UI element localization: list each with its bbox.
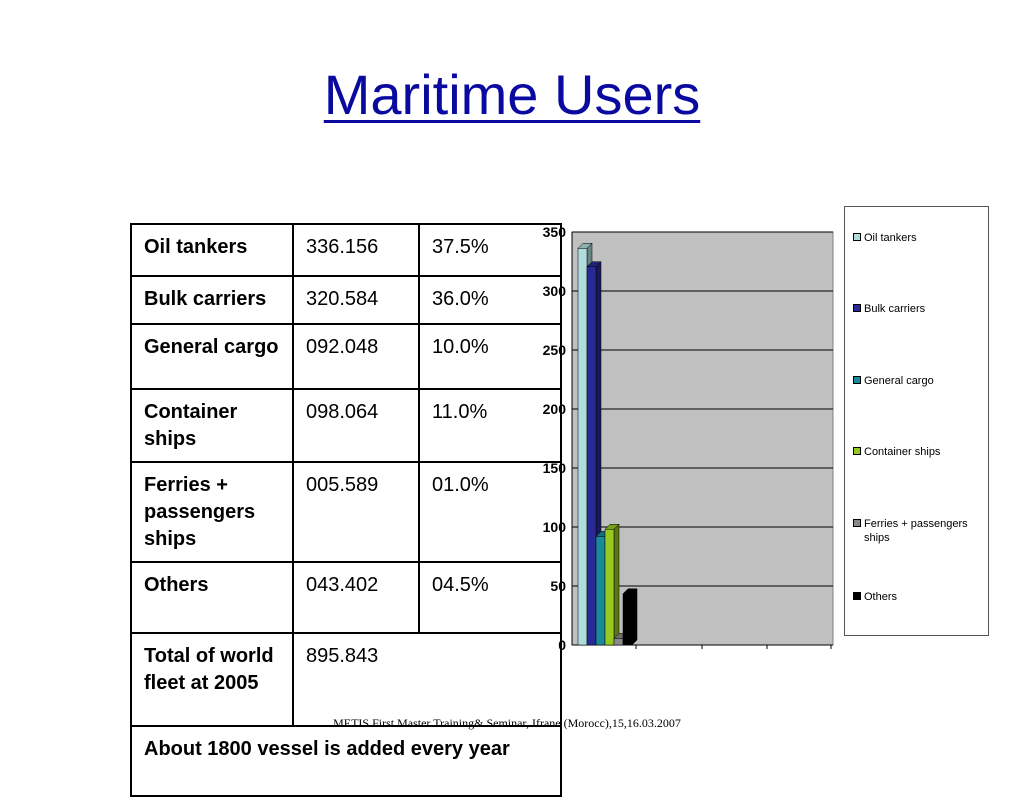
bar-side <box>613 523 620 646</box>
row-value: 092.048 <box>292 323 420 390</box>
table-row: Others 043.402 04.5% <box>130 561 562 634</box>
row-label: Others <box>130 561 294 634</box>
slide-title: Maritime Users <box>323 63 701 126</box>
y-tick-label: 100 <box>543 519 567 535</box>
legend-item: General cargo <box>853 374 985 388</box>
table-row-note: About 1800 vessel is added every year <box>130 725 562 797</box>
legend-swatch <box>853 592 861 600</box>
row-label: Container ships <box>130 388 294 463</box>
row-value: 098.064 <box>292 388 420 463</box>
table-row: Bulk carriers 320.584 36.0% <box>130 275 562 325</box>
legend-item: Others <box>853 590 985 604</box>
row-value: 320.584 <box>292 275 420 325</box>
bar <box>613 638 624 646</box>
row-value: 005.589 <box>292 461 420 563</box>
row-percent: 11.0% <box>418 388 562 463</box>
chart-legend: Oil tankers Bulk carriers General cargo … <box>844 206 989 636</box>
table-row-total: Total of world fleet at 2005 895.843 <box>130 632 562 727</box>
bar <box>595 536 606 646</box>
legend-label: General cargo <box>864 375 934 387</box>
row-label: General cargo <box>130 323 294 390</box>
bar <box>586 266 597 646</box>
legend-swatch <box>853 519 861 527</box>
y-tick-label: 150 <box>543 460 567 476</box>
row-percent: 10.0% <box>418 323 562 390</box>
row-percent: 04.5% <box>418 561 562 634</box>
table-row: General cargo 092.048 10.0% <box>130 323 562 390</box>
row-percent: 37.5% <box>418 223 562 277</box>
legend-swatch <box>853 376 861 384</box>
legend-swatch <box>853 447 861 455</box>
row-label: Ferries + passengers ships <box>130 461 294 563</box>
legend-label: Ferries + passengers ships <box>864 518 968 544</box>
legend-item: Ferries + passengers ships <box>853 517 985 545</box>
y-tick-label: 300 <box>543 283 567 299</box>
legend-item: Bulk carriers <box>853 302 985 316</box>
table-row: Ferries + passengers ships 005.589 01.0% <box>130 461 562 563</box>
table-row: Container ships 098.064 11.0% <box>130 388 562 463</box>
y-tick-label: 250 <box>543 342 567 358</box>
total-value: 895.843 <box>292 632 562 727</box>
bar-chart: 0 50 100 150 200 250 300 350 <box>543 224 834 653</box>
y-tick-label: 350 <box>543 224 567 240</box>
row-label: Bulk carriers <box>130 275 294 325</box>
legend-swatch <box>853 233 861 241</box>
row-label: Oil tankers <box>130 223 294 277</box>
legend-label: Others <box>864 591 898 603</box>
bar <box>577 248 588 646</box>
bar-side <box>631 588 638 646</box>
legend-label: Bulk carriers <box>864 303 926 315</box>
y-tick-label: 200 <box>543 401 567 417</box>
row-percent: 01.0% <box>418 461 562 563</box>
total-label: Total of world fleet at 2005 <box>130 632 294 727</box>
legend-item: Container ships <box>853 445 985 459</box>
slide-footer: METIS First Master Training& Seminar, If… <box>333 716 681 730</box>
y-tick-label: 0 <box>558 637 566 653</box>
legend-label: Oil tankers <box>864 232 917 244</box>
row-value: 336.156 <box>292 223 420 277</box>
table-row: Oil tankers 336.156 37.5% <box>130 223 562 277</box>
bar <box>604 529 615 646</box>
bar <box>622 593 633 646</box>
legend-swatch <box>853 304 861 312</box>
legend-label: Container ships <box>864 446 941 458</box>
row-value: 043.402 <box>292 561 420 634</box>
fleet-table: Oil tankers 336.156 37.5% Bulk carriers … <box>130 223 562 797</box>
note-text: About 1800 vessel is added every year <box>130 725 562 797</box>
y-tick-label: 50 <box>550 578 566 594</box>
row-percent: 36.0% <box>418 275 562 325</box>
legend-item: Oil tankers <box>853 231 985 245</box>
